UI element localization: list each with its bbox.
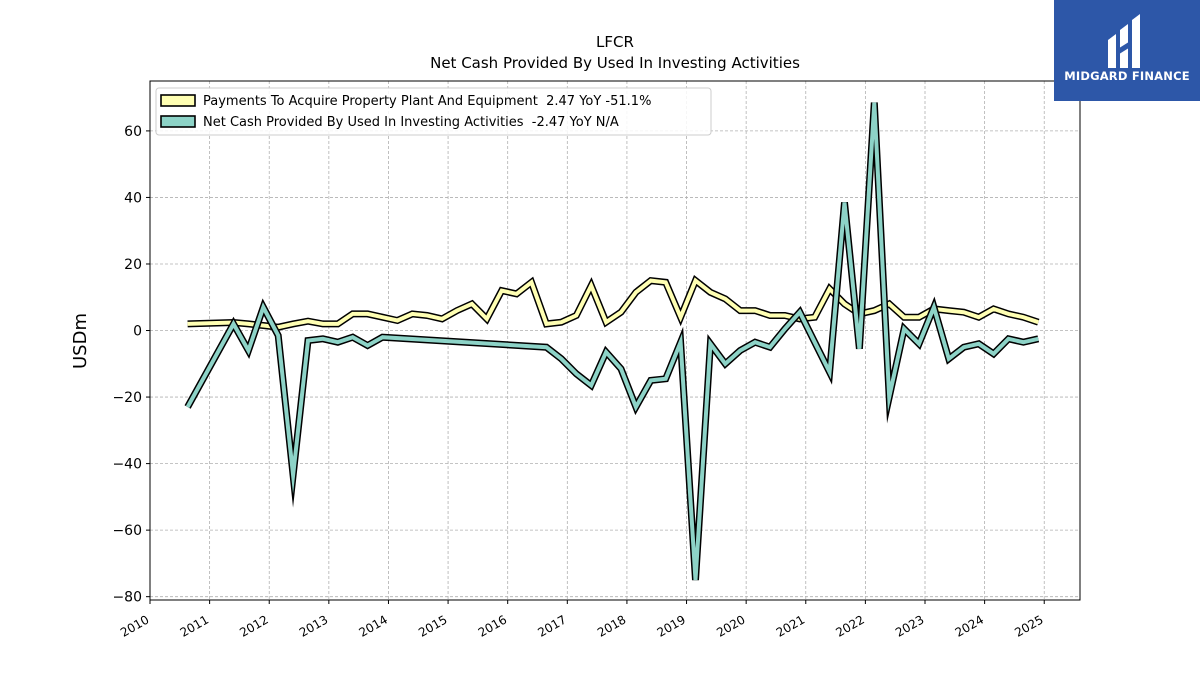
x-tick-label: 2023 [893, 612, 926, 639]
midgard-logo-icon [1108, 14, 1140, 68]
chart-subtitle: Net Cash Provided By Used In Investing A… [430, 54, 800, 72]
y-tick-label: −60 [112, 523, 142, 539]
y-tick-label: 60 [124, 124, 142, 140]
x-tick-label: 2016 [476, 612, 509, 639]
x-tick-label: 2011 [178, 612, 211, 639]
y-tick-label: 0 [133, 324, 142, 340]
chart-title: LFCR [596, 33, 634, 51]
x-tick-label: 2010 [118, 612, 151, 639]
legend-label-capex: Payments To Acquire Property Plant And E… [203, 94, 651, 109]
grid [149, 81, 1080, 600]
x-tick-label: 2025 [1012, 612, 1045, 639]
y-tick-label: 40 [124, 190, 142, 206]
x-tick-label: 2020 [714, 612, 747, 639]
series-line-capex [187, 277, 1039, 330]
legend-box [155, 87, 712, 136]
x-tick-label: 2021 [774, 612, 807, 639]
plot-frame [149, 80, 1081, 601]
x-axis: 2010 2011 2012 2013 2014 2015 2016 2017 2018 2019… [118, 600, 1046, 640]
x-tick-label: 2015 [416, 612, 449, 639]
y-tick-label: 20 [124, 257, 142, 273]
x-tick-label: 2022 [833, 612, 866, 639]
y-tick-label: −20 [112, 390, 142, 406]
series-layer [184, 102, 1040, 581]
y-axis: 60 40 20 0 −20 −40 −60 −80 [112, 124, 150, 606]
legend: Payments To Acquire Property Plant And E… [155, 87, 712, 136]
x-tick-label: 2019 [655, 612, 688, 639]
legend-swatch-capex [160, 94, 196, 107]
legend-label-investing: Net Cash Provided By Used In Investing A… [203, 115, 619, 130]
series-line-capex-outline [187, 274, 1040, 331]
y-tick-label: −80 [112, 590, 142, 606]
brand-name: MIDGARD FINANCE [1064, 69, 1190, 83]
x-tick-label: 2013 [297, 612, 330, 639]
y-tick-label: −40 [112, 457, 142, 473]
x-tick-label: 2012 [237, 612, 270, 639]
x-tick-label: 2017 [535, 612, 568, 639]
series-line-investing [185, 102, 1039, 581]
brand-logo-box: MIDGARD FINANCE [1054, 0, 1200, 101]
x-tick-label: 2014 [357, 612, 390, 639]
x-tick-label: 2018 [595, 612, 628, 639]
x-tick-label: 2024 [953, 612, 986, 639]
y-axis-label: USDm [70, 313, 91, 369]
legend-swatch-investing [160, 115, 196, 128]
